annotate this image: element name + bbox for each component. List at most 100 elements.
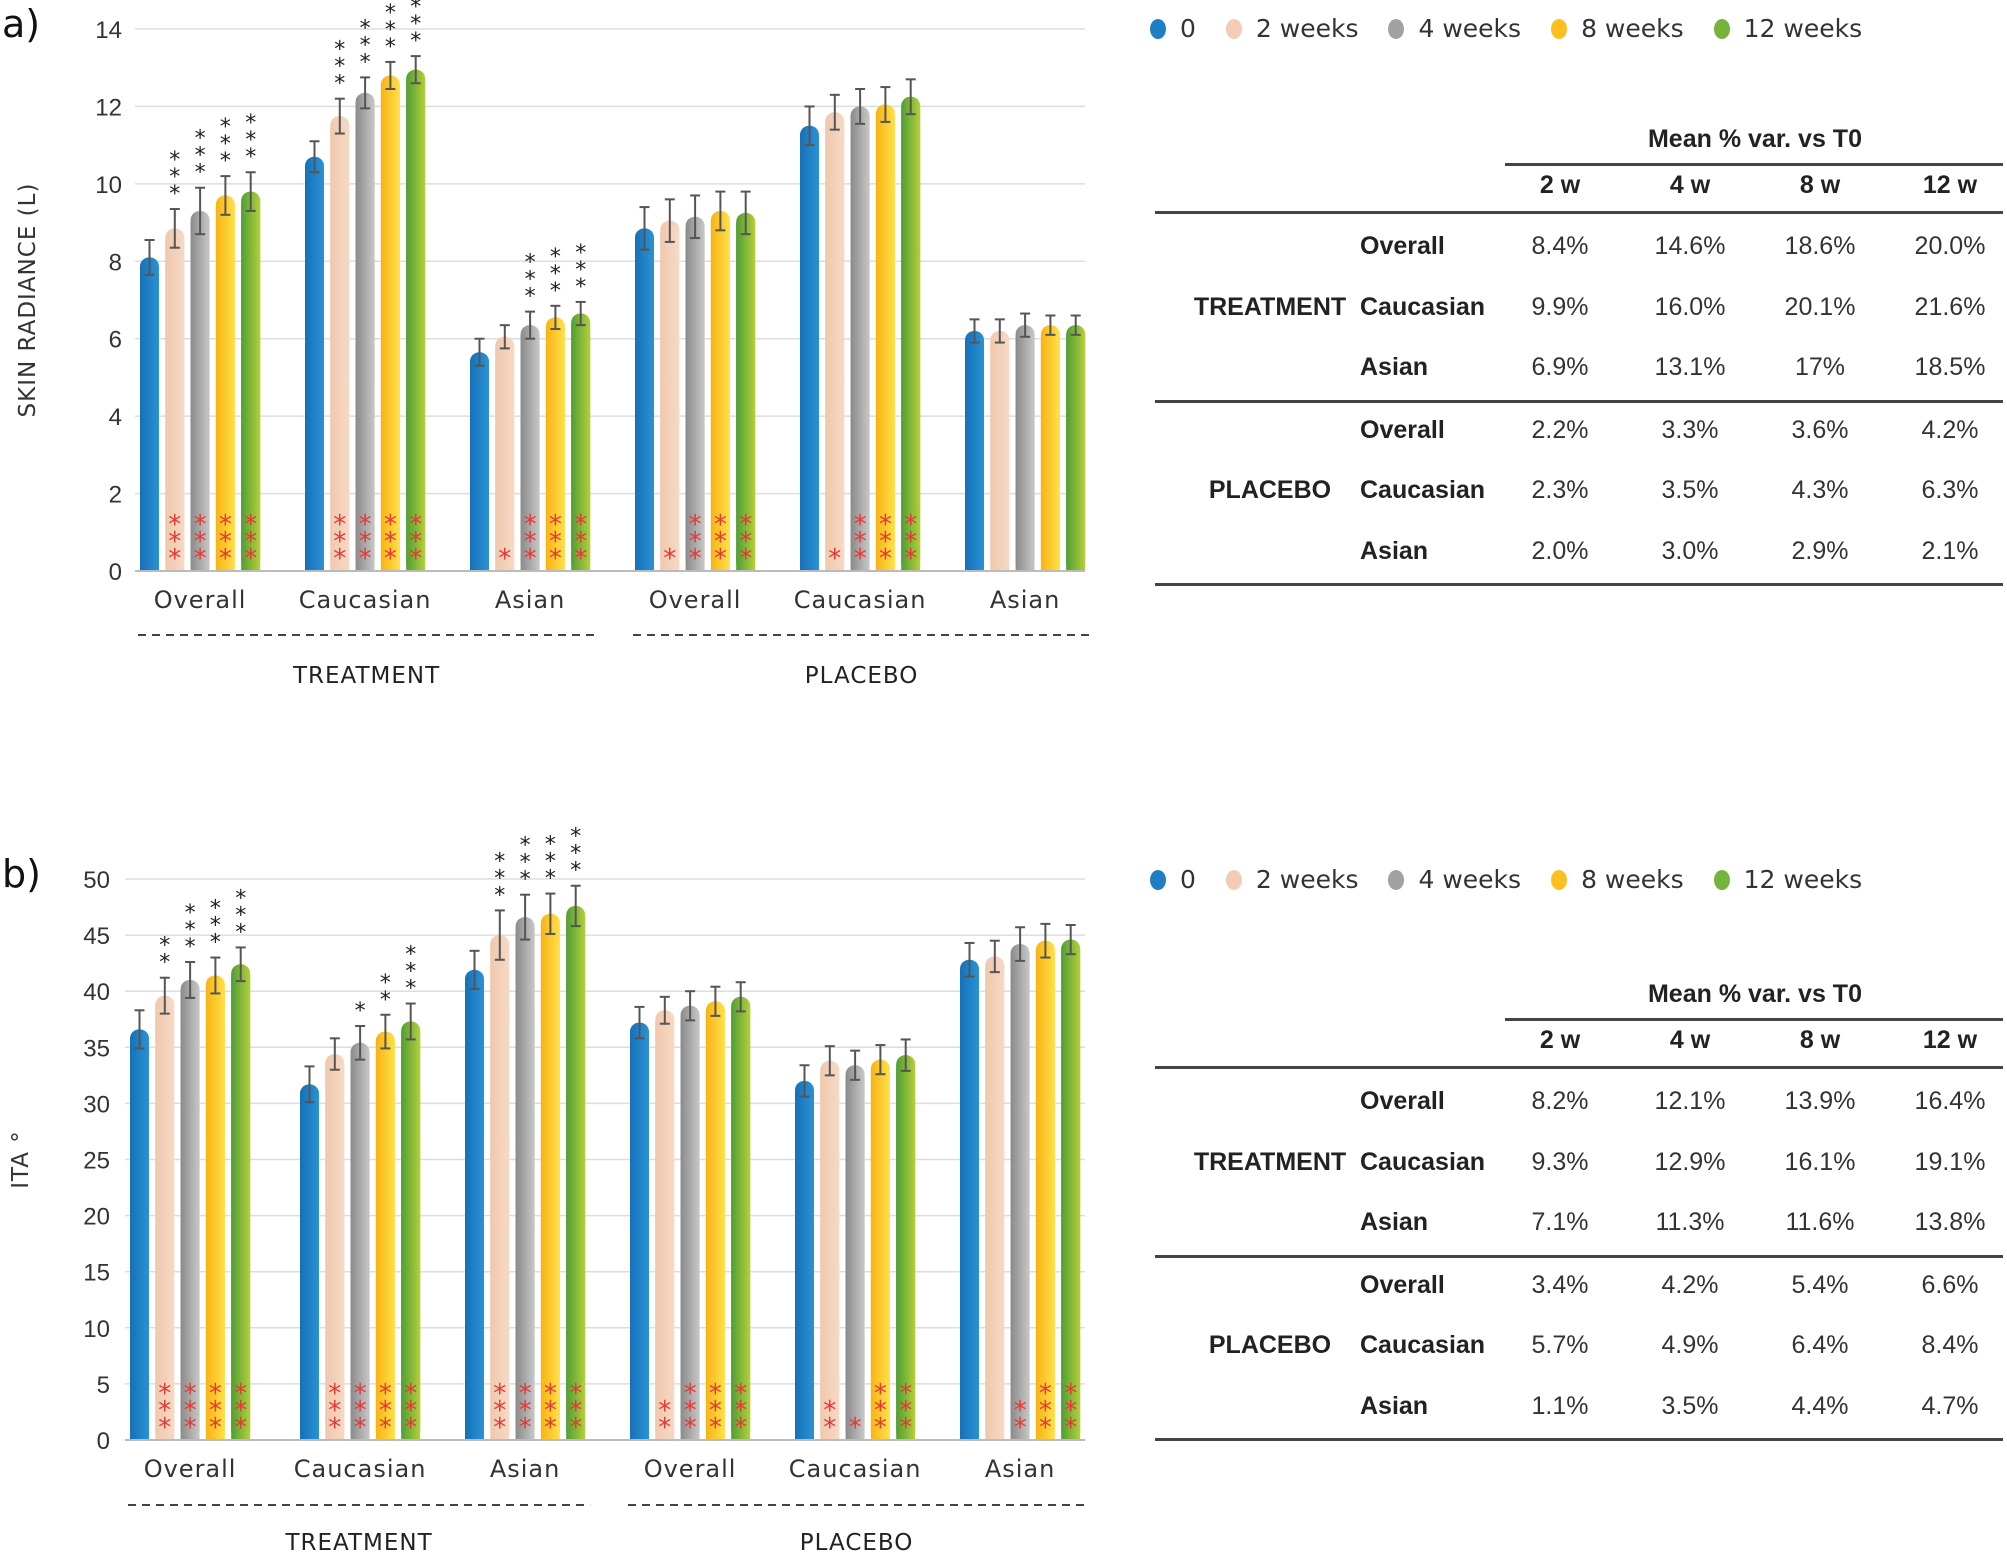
significance-marker-t0: * — [379, 1396, 392, 1426]
legend-label: 0 — [1180, 865, 1196, 894]
bar-body — [680, 1015, 700, 1440]
x-category-label: Asian — [990, 586, 1061, 614]
significance-marker-t0: * — [549, 510, 562, 540]
significance-marker-t0: * — [689, 527, 702, 557]
significance-marker-t0: * — [244, 527, 257, 557]
significance-marker-t0: * — [714, 544, 727, 574]
legend-swatch-icon — [1225, 18, 1242, 39]
table-column-header: 4 w — [1669, 171, 1711, 199]
significance-marker-t0: * — [879, 544, 892, 574]
significance-marker: * — [159, 951, 170, 976]
x-category-label: Caucasian — [299, 586, 432, 614]
table-cell: 8.4% — [1921, 1331, 1979, 1359]
significance-marker-t0: * — [658, 1413, 671, 1443]
bar-body — [1040, 335, 1060, 571]
significance-marker-t0: * — [524, 510, 537, 540]
bar-body — [901, 106, 921, 571]
significance-marker: * — [380, 988, 391, 1013]
significance-marker-t0: * — [823, 1396, 836, 1426]
legend-item: 0 — [1150, 865, 1196, 894]
legend-label: 0 — [1180, 14, 1196, 43]
significance-marker-t0: * — [854, 510, 867, 540]
significance-marker-t0: * — [874, 1396, 887, 1426]
y-tick-label: 8 — [109, 249, 122, 276]
significance-marker-t0: * — [569, 1396, 582, 1426]
significance-marker-t0: * — [739, 510, 752, 540]
bar-body — [635, 238, 654, 571]
significance-marker: * — [210, 914, 221, 939]
significance-marker-t0: * — [354, 1413, 367, 1443]
significance-marker-t0: * — [549, 544, 562, 574]
bar-body — [515, 927, 535, 1440]
significance-marker-t0: * — [899, 1379, 912, 1409]
bar-body — [355, 102, 375, 571]
significance-marker-t0: * — [328, 1379, 341, 1409]
table-row-label: Overall — [1360, 1270, 1445, 1299]
significance-marker: * — [235, 903, 246, 928]
significance-marker-t0: * — [333, 544, 346, 574]
group-label: PLACEBO — [800, 1530, 914, 1553]
significance-marker-t0: * — [209, 1396, 222, 1426]
significance-marker: * — [570, 825, 581, 850]
y-axis-label: ITA ° — [8, 1130, 34, 1189]
bar-body — [795, 1090, 814, 1440]
table-cell: 8.4% — [1531, 232, 1589, 260]
table-column-header: 4 w — [1669, 1026, 1711, 1054]
bar-body — [406, 79, 426, 572]
significance-marker-t0: * — [194, 544, 207, 574]
significance-marker-t0: * — [854, 527, 867, 557]
y-tick-label: 12 — [95, 94, 122, 121]
significance-marker-t0: * — [904, 527, 917, 557]
bar-body — [330, 126, 350, 571]
significance-marker-t0: * — [519, 1396, 532, 1426]
table-group-label: TREATMENT — [1193, 292, 1347, 321]
table-cell: 4.3% — [1791, 476, 1849, 504]
y-tick-label: 0 — [109, 559, 122, 586]
significance-marker-t0: * — [899, 1413, 912, 1443]
significance-marker: * — [385, 35, 396, 60]
bar-body — [965, 340, 984, 571]
significance-marker: * — [355, 999, 366, 1024]
bar-body — [155, 1005, 175, 1440]
significance-marker-t0: * — [184, 1413, 197, 1443]
significance-marker: * — [245, 145, 256, 170]
table-rule — [1155, 1438, 2003, 1441]
significance-marker: * — [405, 943, 416, 968]
bar-body — [960, 969, 979, 1440]
bar-body — [380, 85, 400, 571]
y-tick-label: 5 — [97, 1372, 110, 1399]
significance-marker: * — [210, 897, 221, 922]
chart-legend: 0 2 weeks 4 weeks 8 weeks 12 weeks — [1150, 14, 1892, 43]
significance-marker-t0: * — [1039, 1396, 1052, 1426]
y-tick-label: 10 — [83, 1316, 110, 1343]
table-column-header: 8 w — [1799, 171, 1841, 199]
significance-marker-t0: * — [404, 1413, 417, 1443]
bar-body — [630, 1032, 649, 1440]
significance-marker: * — [550, 262, 561, 287]
bar-body — [300, 1094, 319, 1440]
bar-body — [571, 323, 591, 571]
significance-marker: * — [220, 132, 231, 157]
significance-marker: * — [334, 72, 345, 97]
significance-marker-t0: * — [1039, 1413, 1052, 1443]
table-cell: 3.0% — [1661, 536, 1719, 565]
bar-body — [1066, 335, 1086, 571]
significance-marker-t0: * — [194, 527, 207, 557]
significance-marker-t0: * — [209, 1379, 222, 1409]
legend-item: 0 — [1150, 14, 1196, 43]
legend-swatch-icon — [1388, 869, 1405, 890]
bar-body — [1061, 949, 1081, 1440]
legend-item: 8 weeks — [1551, 865, 1684, 894]
y-tick-label: 45 — [83, 923, 110, 950]
bar-body — [165, 238, 185, 571]
significance-marker: * — [360, 33, 371, 58]
y-tick-label: 14 — [95, 17, 122, 44]
table-rule — [1155, 1254, 2003, 1258]
table-cell: 17% — [1794, 353, 1846, 381]
x-category-label: Caucasian — [794, 586, 927, 614]
table-row-label: Asian — [1360, 1391, 1429, 1420]
bar-body — [465, 979, 484, 1440]
table-cell: 16.1% — [1784, 1147, 1856, 1176]
bar-body — [401, 1031, 421, 1440]
